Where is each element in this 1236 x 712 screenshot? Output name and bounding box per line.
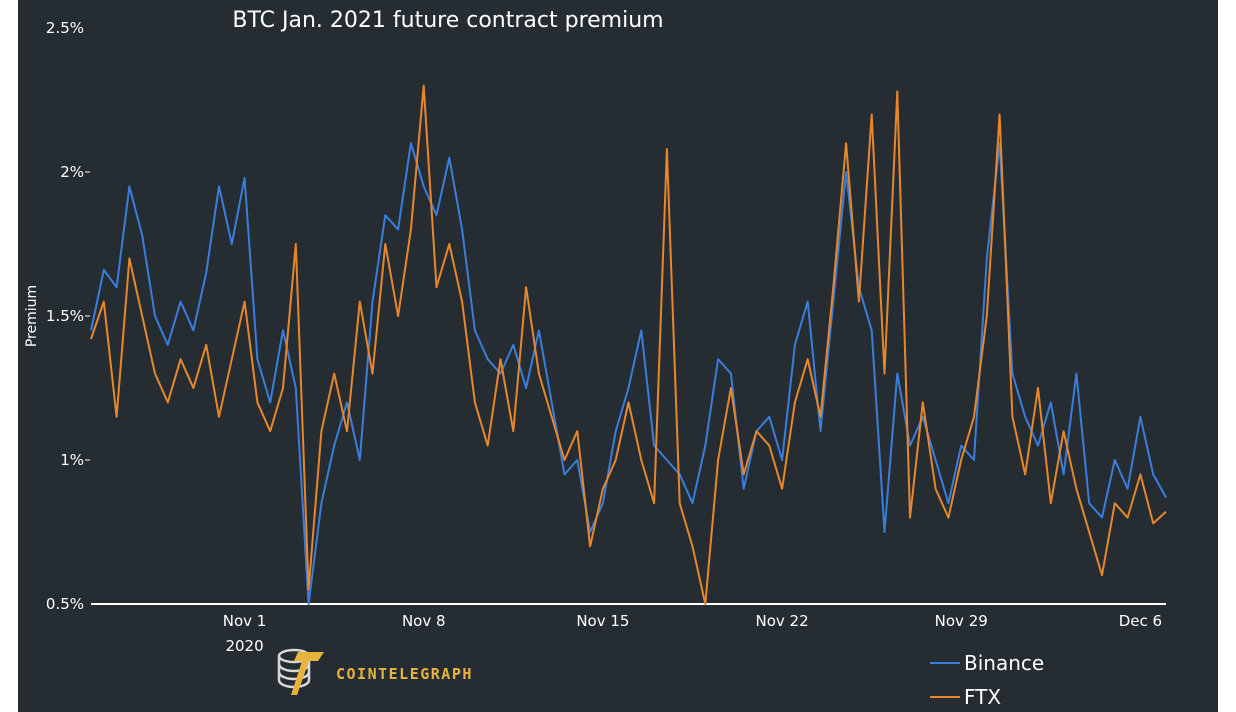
line-chart: BTC Jan. 2021 future contract premium Pr…: [24, 8, 1167, 709]
x-tick-label: Nov 1: [223, 612, 267, 630]
cointelegraph-branding: COINTELEGRAPH: [277, 648, 473, 695]
y-tick-label: 2%: [60, 163, 84, 181]
y-tick-label: 1%: [60, 451, 84, 469]
y-tick-label: 0.5%: [46, 595, 84, 613]
brand-name: COINTELEGRAPH: [336, 665, 473, 683]
y-tick-label: 2.5%: [46, 19, 84, 37]
series-line-ftx: [90, 84, 1167, 605]
y-tick-label: 1.5%: [46, 307, 84, 325]
x-axis: Nov 1 2020 Nov 8 Nov 15 Nov 22 Nov 29 Dec 6: [91, 603, 1166, 655]
coin-stack-logo-icon: [277, 648, 324, 695]
x-tick-year-label: 2020: [225, 637, 263, 655]
x-tick-label: Nov 22: [756, 612, 809, 630]
x-tick-label: Nov 15: [576, 612, 629, 630]
legend-label-ftx: FTX: [964, 685, 1001, 709]
y-axis-label: Premium: [24, 285, 40, 347]
chart-canvas: BTC Jan. 2021 future contract premium Pr…: [18, 0, 1218, 712]
series-layer: [90, 84, 1167, 605]
chart-title: BTC Jan. 2021 future contract premium: [232, 8, 663, 33]
x-tick-label: Dec 6: [1119, 612, 1162, 630]
x-tick-label: Nov 8: [402, 612, 446, 630]
legend-label-binance: Binance: [964, 651, 1044, 675]
x-tick-label: Nov 29: [935, 612, 988, 630]
y-axis: 0.5% 1% 1.5% 2% 2.5%: [46, 19, 90, 613]
series-line-binance: [90, 142, 1167, 605]
legend: Binance FTX: [930, 651, 1044, 709]
